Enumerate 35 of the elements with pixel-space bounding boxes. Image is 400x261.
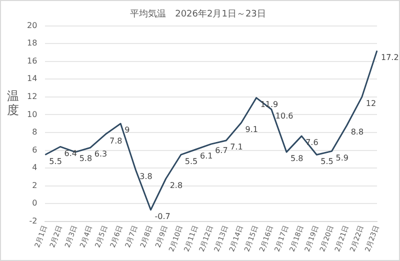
data-label: 5.9: [336, 153, 348, 162]
data-label: 5.8: [79, 154, 92, 164]
y-tick-label: 16: [26, 56, 38, 66]
data-label: -0.7: [154, 212, 170, 221]
data-label: 6.1: [200, 151, 213, 160]
y-tick-label: 8: [32, 128, 38, 137]
y-tick-label: 2: [32, 180, 38, 190]
y-tick-label: 0: [32, 198, 38, 208]
y-tick-label: 10: [26, 110, 38, 119]
y-tick-label: 14: [26, 74, 38, 84]
data-label: 12: [366, 99, 376, 108]
chart-title: 平均気温 2026年2月1日～23日: [130, 8, 266, 20]
data-label: 6.7: [215, 146, 228, 156]
data-label: 6.3: [94, 150, 108, 159]
data-label: 7.1: [230, 142, 243, 152]
y-tick-label: 4: [32, 163, 38, 172]
data-label: 9: [124, 126, 130, 135]
data-label: 10.6: [275, 111, 294, 120]
data-label: 17.2: [381, 52, 399, 62]
data-label: 5.5: [49, 156, 62, 166]
data-label: 2.8: [170, 180, 183, 190]
data-label: 7.8: [110, 136, 122, 146]
data-label: 8.8: [350, 127, 364, 136]
y-tick-label: 18: [26, 38, 38, 48]
y-tick-label: 20: [26, 20, 38, 30]
y-tick-label: 12: [26, 92, 38, 102]
data-label: 5.8: [290, 154, 304, 164]
data-label: 6.4: [64, 148, 77, 158]
data-label: 5.5: [320, 156, 334, 166]
data-label: 3.8: [140, 172, 152, 181]
y-axis-title: 温度: [7, 89, 19, 117]
data-label: 9.1: [245, 124, 258, 134]
y-tick-label: -2: [29, 216, 38, 226]
y-tick-label: 6: [32, 145, 38, 154]
data-label: 5.5: [184, 156, 198, 166]
